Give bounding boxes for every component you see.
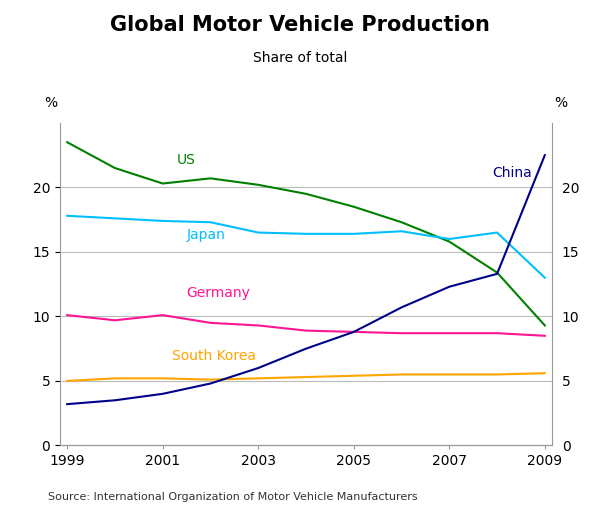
Text: Global Motor Vehicle Production: Global Motor Vehicle Production — [110, 15, 490, 35]
Text: Japan: Japan — [187, 228, 226, 242]
Text: Source: International Organization of Motor Vehicle Manufacturers: Source: International Organization of Mo… — [48, 492, 418, 502]
Text: Germany: Germany — [187, 286, 250, 300]
Text: US: US — [177, 153, 196, 167]
Text: %: % — [554, 96, 568, 110]
Text: %: % — [44, 96, 58, 110]
Text: China: China — [492, 166, 532, 180]
Text: South Korea: South Korea — [172, 349, 256, 364]
Text: Share of total: Share of total — [253, 51, 347, 65]
